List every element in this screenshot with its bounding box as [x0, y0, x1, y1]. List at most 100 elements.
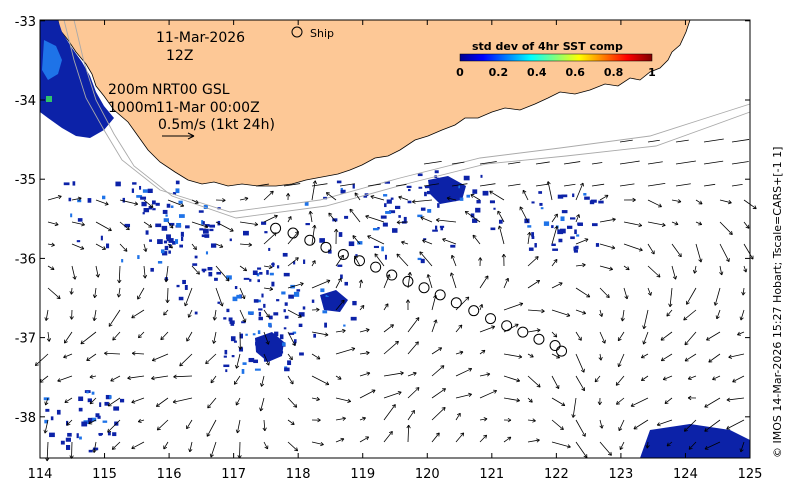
current-vector-head — [529, 232, 532, 236]
current-vector-head — [566, 315, 570, 317]
current-vector — [503, 278, 509, 289]
ship-position-marker — [434, 289, 446, 301]
current-vector-head — [507, 419, 512, 423]
sst-pixel — [363, 195, 368, 198]
current-vector — [311, 183, 328, 187]
current-vector — [742, 287, 745, 296]
current-vector — [71, 197, 82, 201]
sst-pixel — [408, 188, 411, 192]
current-vector-head — [309, 210, 313, 215]
current-vector — [335, 299, 345, 311]
colorbar-tick-label: 0.6 — [565, 66, 585, 79]
current-vector-head — [137, 418, 141, 423]
current-vector-head — [296, 447, 299, 451]
current-vector — [431, 347, 442, 355]
current-vector — [479, 434, 487, 443]
current-vector — [551, 419, 564, 430]
current-vector-head — [363, 417, 366, 421]
current-vector-head — [414, 341, 419, 344]
current-vector-head — [683, 427, 686, 432]
current-vector — [527, 329, 541, 333]
current-vector — [661, 353, 673, 362]
current-vector-head — [352, 348, 356, 352]
current-vector-head — [401, 240, 405, 243]
sst-pixel — [355, 254, 358, 257]
current-vector-head — [704, 403, 707, 408]
current-vector — [472, 234, 481, 245]
current-vector-head — [436, 218, 440, 221]
sst-pixel — [204, 224, 210, 227]
current-vector-head — [220, 243, 224, 248]
current-vector — [740, 309, 745, 321]
current-vector-head — [582, 262, 586, 266]
sst-pixel — [380, 215, 387, 219]
ship-legend-label: Ship — [310, 27, 334, 40]
current-vectors — [34, 138, 757, 462]
current-vector — [335, 438, 345, 443]
current-vector-head — [365, 214, 370, 217]
current-vector — [455, 351, 464, 355]
current-vector-head — [541, 308, 545, 312]
current-vector-head — [417, 387, 420, 391]
current-vector-head — [358, 279, 362, 283]
current-vector — [507, 183, 521, 187]
current-vector-head — [531, 398, 533, 403]
sst-pixel — [178, 296, 184, 301]
current-vector — [395, 184, 407, 187]
current-vector-head — [555, 333, 558, 338]
current-vector — [95, 243, 106, 250]
current-vector-head — [583, 455, 588, 458]
sst-pixel — [98, 433, 102, 436]
current-vector-head — [677, 201, 682, 204]
current-vector-head — [248, 242, 252, 246]
current-vector-head — [687, 375, 691, 380]
sst-patch-southeast — [640, 424, 750, 458]
sst-pixel — [281, 291, 286, 295]
current-vector — [119, 221, 130, 231]
sst-pixel — [282, 252, 288, 257]
sst-pixel — [340, 189, 346, 194]
current-vector-head — [326, 381, 330, 385]
sst-pixel — [115, 181, 121, 187]
current-vector-head — [352, 235, 357, 238]
sst-pixel — [293, 341, 296, 346]
current-vector-head — [650, 252, 655, 255]
sst-pixel — [107, 431, 111, 436]
sst-pixel — [348, 241, 355, 247]
sst-pixel — [232, 296, 238, 302]
current-vector — [236, 419, 241, 434]
current-vector-head — [125, 228, 130, 231]
current-vector-head — [509, 436, 512, 441]
current-vector — [118, 287, 121, 298]
sst-pixel — [192, 263, 198, 266]
sst-pixel — [172, 241, 176, 245]
current-vector-head — [531, 353, 534, 358]
current-vector — [431, 294, 437, 311]
current-vector-head — [143, 248, 147, 252]
sst-pixel — [253, 359, 259, 364]
current-vector — [647, 183, 666, 187]
current-vector — [118, 265, 121, 283]
current-vector — [647, 265, 661, 278]
current-vector-head — [242, 319, 246, 323]
current-vector — [94, 287, 97, 298]
current-vector-head — [398, 391, 402, 396]
current-vector — [619, 441, 625, 450]
current-vector-head — [459, 350, 464, 353]
current-vector-head — [611, 247, 616, 250]
sst-pixel — [217, 301, 221, 304]
current-vector — [45, 397, 49, 406]
current-vector — [287, 309, 302, 318]
current-vector-head — [342, 417, 346, 421]
sst-pixel — [293, 291, 300, 297]
current-vector-head — [728, 354, 732, 358]
sst-pixel — [203, 204, 208, 210]
sst-pixel-green — [46, 96, 52, 102]
sst-pixel — [184, 284, 188, 290]
sst-pixel — [261, 293, 264, 298]
current-vector — [263, 419, 266, 431]
current-vector-head — [401, 241, 404, 245]
current-vector — [563, 161, 581, 165]
ship-position-marker — [320, 241, 332, 253]
